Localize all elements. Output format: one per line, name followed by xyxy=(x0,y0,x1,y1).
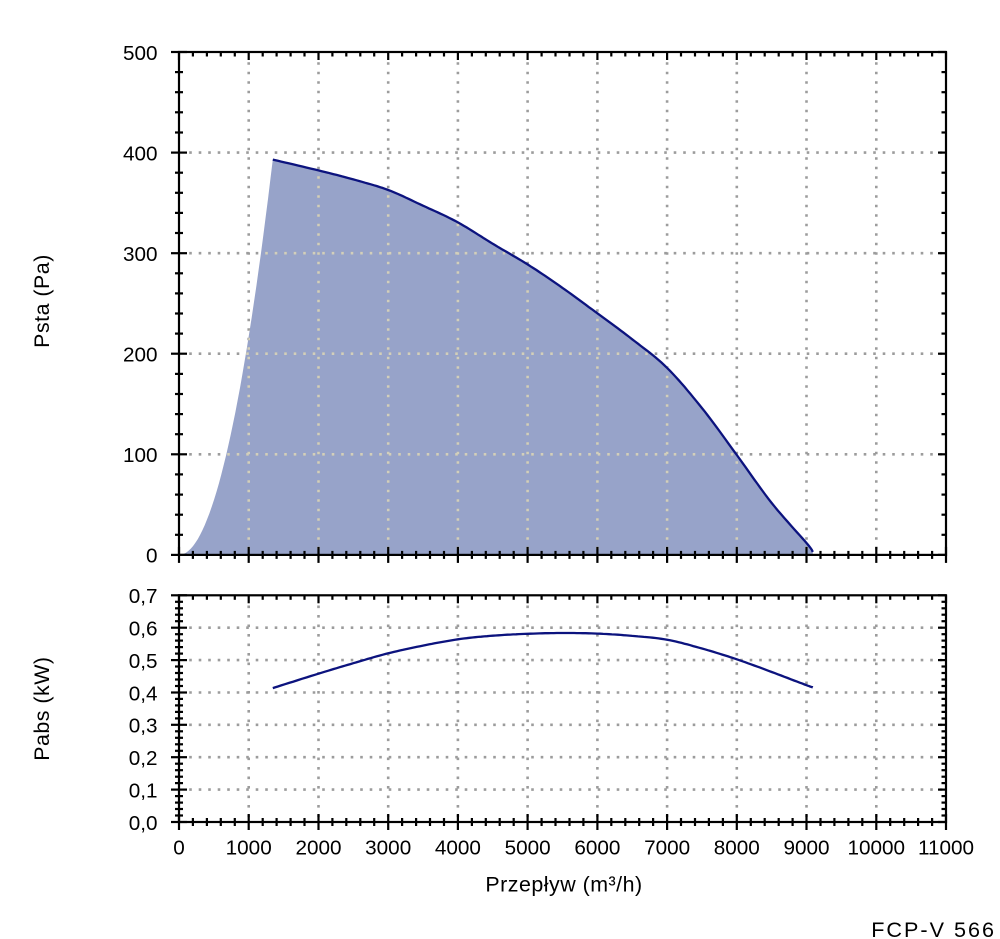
svg-text:0,0: 0,0 xyxy=(129,812,158,835)
svg-text:0,2: 0,2 xyxy=(129,747,158,770)
svg-text:10000: 10000 xyxy=(848,837,906,860)
svg-text:6000: 6000 xyxy=(574,837,620,860)
svg-text:0,4: 0,4 xyxy=(129,682,158,705)
svg-text:FCP-V 566: FCP-V 566 xyxy=(871,917,996,939)
svg-text:Przepływ (m³/h): Przepływ (m³/h) xyxy=(485,873,642,897)
svg-text:1000: 1000 xyxy=(226,837,272,860)
svg-text:9000: 9000 xyxy=(783,837,829,860)
svg-text:0,3: 0,3 xyxy=(129,715,158,738)
svg-text:Pabs (kW): Pabs (kW) xyxy=(30,656,54,760)
svg-text:500: 500 xyxy=(123,42,158,65)
svg-text:0: 0 xyxy=(146,545,158,568)
svg-text:7000: 7000 xyxy=(644,837,690,860)
svg-text:400: 400 xyxy=(123,142,158,165)
svg-text:0,6: 0,6 xyxy=(129,618,158,641)
svg-text:0,1: 0,1 xyxy=(129,779,158,802)
svg-text:11000: 11000 xyxy=(918,837,974,860)
svg-text:Psta (Pa): Psta (Pa) xyxy=(30,254,54,348)
svg-text:8000: 8000 xyxy=(714,837,760,860)
svg-text:2000: 2000 xyxy=(295,837,341,860)
svg-text:100: 100 xyxy=(123,444,158,467)
svg-text:0,7: 0,7 xyxy=(129,585,158,608)
svg-text:3000: 3000 xyxy=(365,837,411,860)
svg-text:5000: 5000 xyxy=(505,837,551,860)
svg-text:300: 300 xyxy=(123,243,158,266)
svg-text:4000: 4000 xyxy=(435,837,481,860)
svg-text:0,5: 0,5 xyxy=(129,650,158,673)
svg-text:0: 0 xyxy=(173,837,185,860)
svg-text:200: 200 xyxy=(123,344,158,367)
